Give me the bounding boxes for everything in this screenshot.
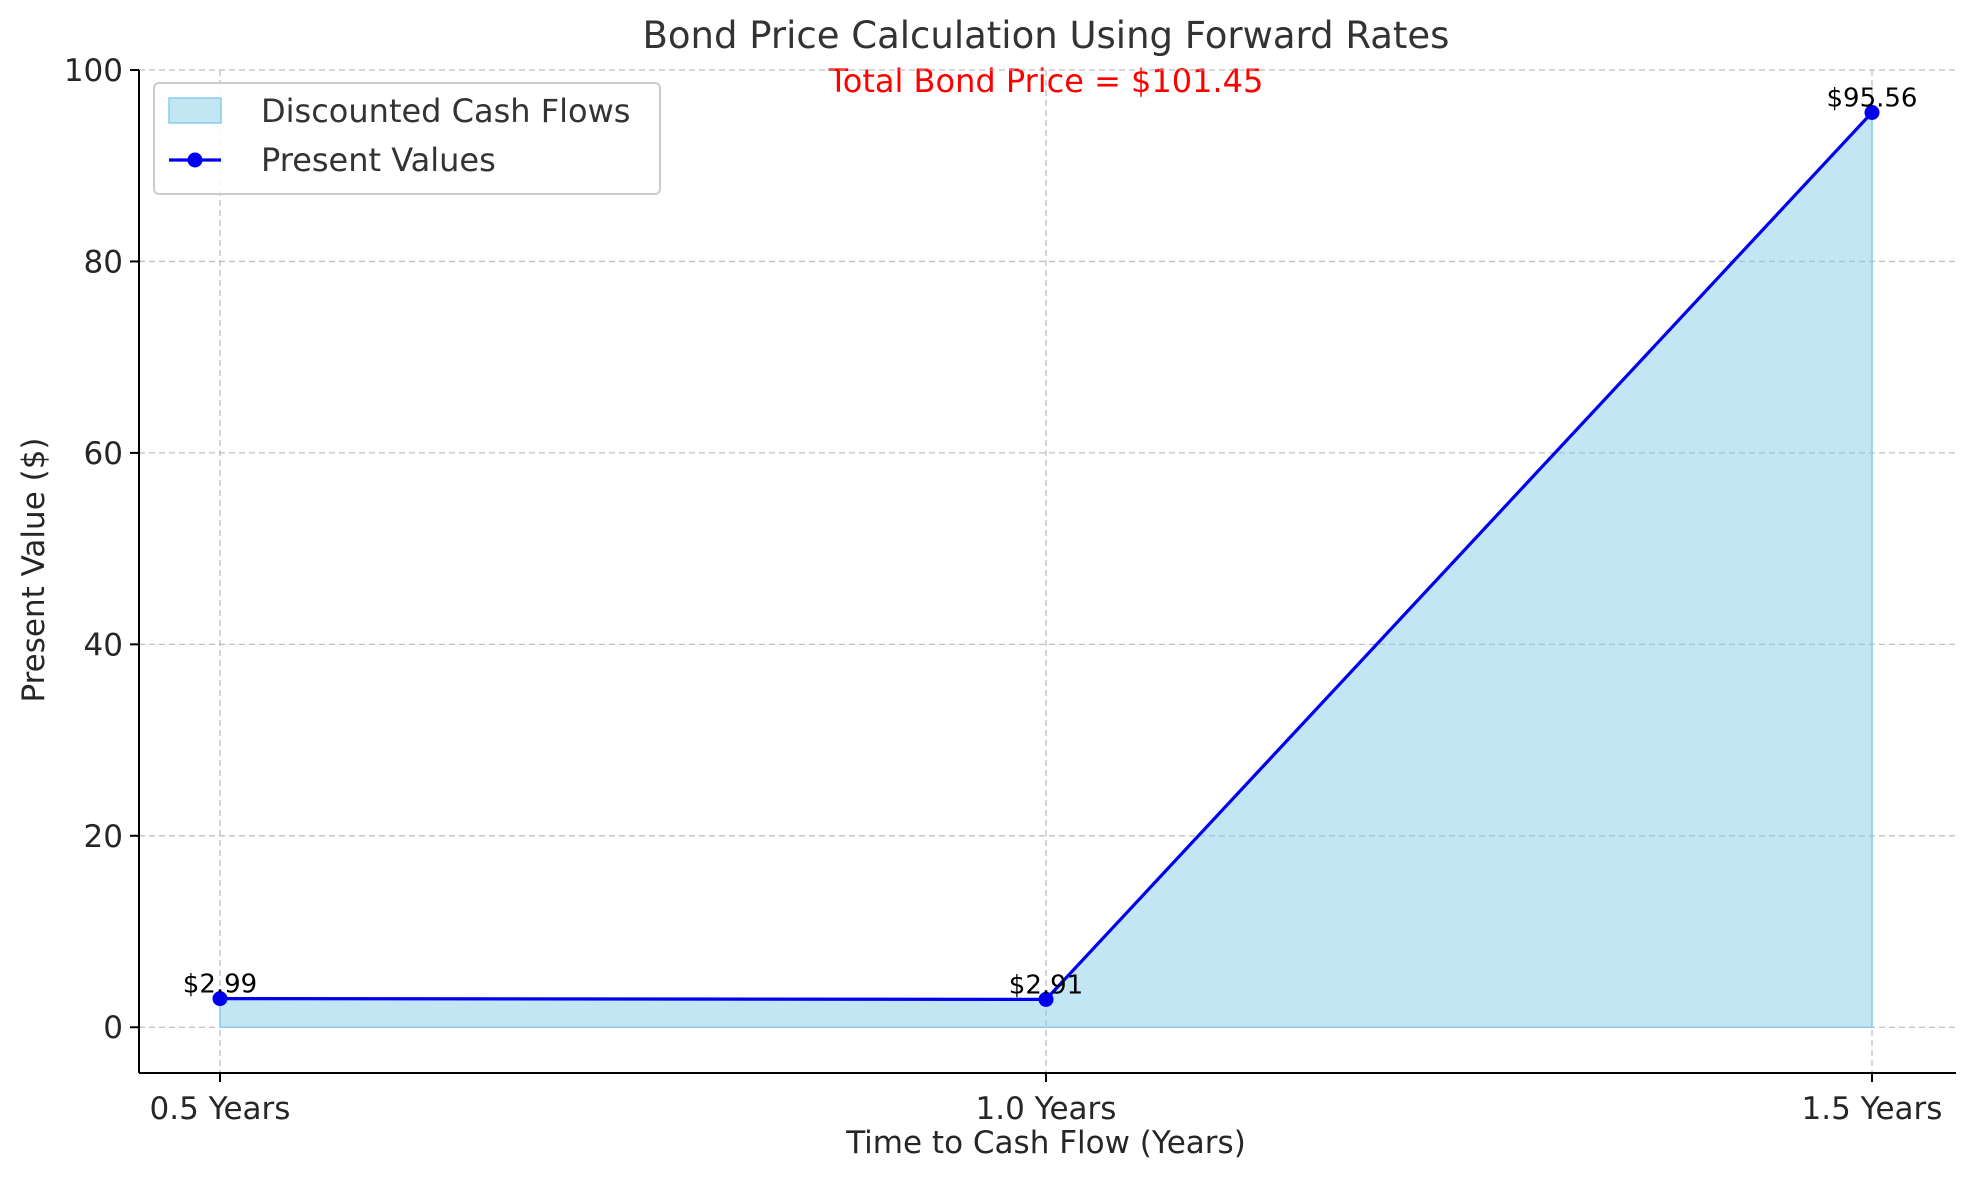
x-tick-label: 1.0 Years xyxy=(976,1091,1117,1127)
y-tick-label: 20 xyxy=(84,819,123,855)
legend-box xyxy=(153,82,661,195)
legend-label-area: Discounted Cash Flows xyxy=(261,92,630,130)
x-tick-label: 0.5 Years xyxy=(150,1091,291,1127)
present-value-marker xyxy=(1038,991,1054,1007)
chart-title: Bond Price Calculation Using Forward Rat… xyxy=(643,14,1450,57)
x-axis-label: Time to Cash Flow (Years) xyxy=(845,1125,1246,1161)
y-tick-label: 40 xyxy=(84,627,123,663)
x-tick-label: 1.5 Years xyxy=(1802,1091,1943,1127)
legend-swatch-area xyxy=(168,97,222,124)
data-label: $2.91 xyxy=(1009,970,1083,1000)
data-label: $95.56 xyxy=(1827,84,1918,114)
present-value-marker xyxy=(1864,105,1880,121)
data-label: $2.99 xyxy=(183,970,257,1000)
y-tick-label: 60 xyxy=(84,436,123,472)
y-tick-label: 0 xyxy=(103,1010,123,1046)
y-tick-label: 80 xyxy=(84,244,123,280)
y-tick-label: 100 xyxy=(64,53,123,89)
present-value-marker xyxy=(212,991,228,1007)
y-axis-label: Present Value ($) xyxy=(16,437,52,702)
legend-swatch-marker xyxy=(187,152,203,168)
legend-label-line: Present Values xyxy=(261,141,496,179)
